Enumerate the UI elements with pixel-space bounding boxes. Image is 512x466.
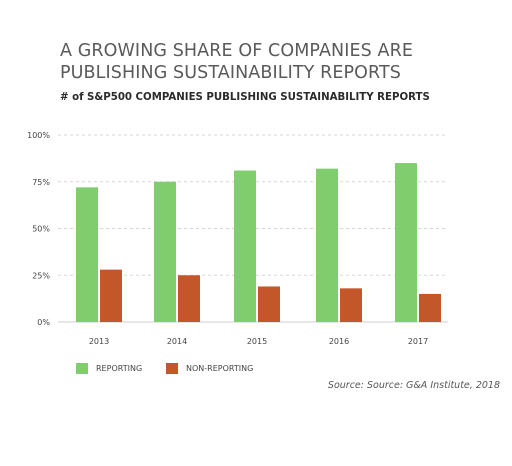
legend-label-reporting: REPORTING [96, 364, 143, 373]
x-tick-label: 2015 [247, 337, 267, 346]
chart-title: A GROWING SHARE OF COMPANIES ARE PUBLISH… [60, 41, 413, 83]
bar-reporting [76, 187, 98, 322]
bar-reporting [154, 181, 176, 322]
x-tick-label: 2014 [167, 337, 187, 346]
bar-non-reporting [100, 269, 122, 322]
bar-non-reporting [340, 288, 362, 322]
bar-non-reporting [178, 275, 200, 322]
x-tick-label: 2013 [89, 337, 109, 346]
legend-swatch-non-reporting [166, 363, 178, 374]
chart-subtitle: # of S&P500 COMPANIES PUBLISHING SUSTAIN… [60, 92, 430, 103]
bar-reporting [234, 170, 256, 322]
x-tick-label: 2016 [329, 337, 349, 346]
y-tick-label: 0% [37, 318, 50, 327]
y-tick-label: 100% [27, 131, 50, 140]
source-note: Source: Source: G&A Institute, 2018 [327, 380, 500, 391]
y-tick-label: 50% [32, 225, 50, 234]
bar-reporting [316, 168, 338, 322]
x-tick-label: 2017 [408, 337, 428, 346]
y-tick-label: 75% [32, 178, 50, 187]
bar-reporting [395, 163, 417, 322]
bar-non-reporting [258, 286, 280, 322]
legend-swatch-reporting [76, 363, 88, 374]
bar-non-reporting [419, 293, 441, 322]
legend-label-non-reporting: NON-REPORTING [186, 364, 254, 373]
legend-reporting: REPORTING [76, 363, 142, 374]
legend-non-reporting: NON-REPORTING [166, 363, 253, 374]
y-tick-label: 25% [32, 271, 50, 280]
